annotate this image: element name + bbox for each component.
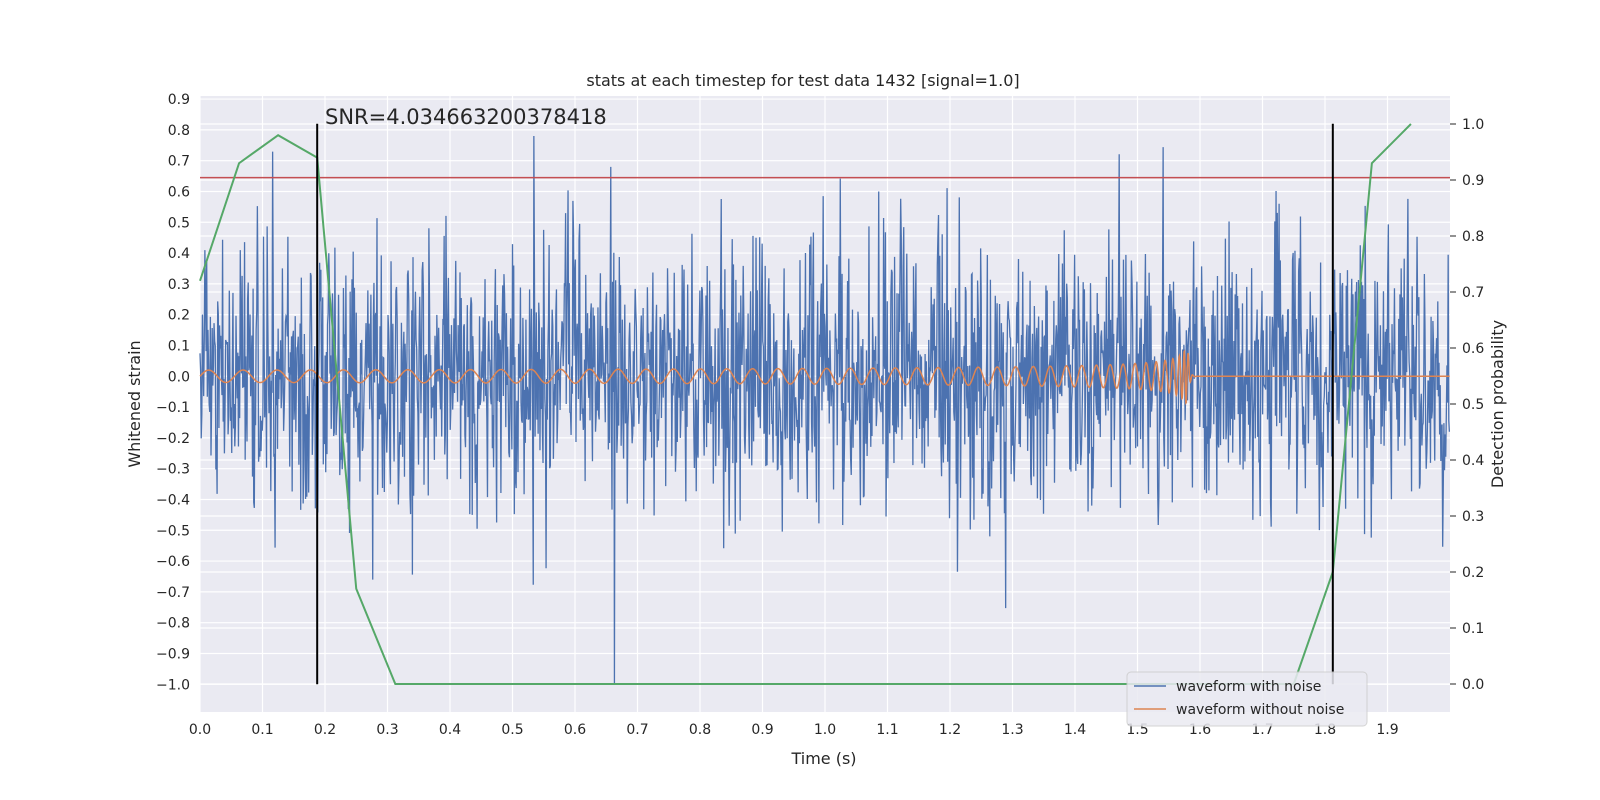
y-tick-label: −0.1 — [156, 400, 190, 416]
y-tick-label: −1.0 — [156, 677, 190, 693]
x-tick-label: 0.0 — [189, 722, 211, 738]
series-waveform-with-noise — [199, 136, 1451, 685]
y-axis-label: Whitened strain — [125, 340, 144, 467]
y-tick-label: −0.3 — [156, 462, 190, 478]
y-tick-label: −0.2 — [156, 431, 190, 447]
y2-tick-label: 0.6 — [1462, 341, 1484, 357]
y-tick-label: 0.7 — [168, 154, 190, 170]
series-layer — [199, 123, 1451, 685]
y2-tick-label: 0.3 — [1462, 509, 1484, 525]
legend-box — [1126, 671, 1368, 727]
legend-label-noise: waveform with noise — [1176, 679, 1321, 695]
series-waveform-without-noise — [199, 349, 1450, 405]
legend: waveform with noise waveform without noi… — [1126, 671, 1368, 727]
x-tick-label: 1.0 — [814, 722, 836, 738]
y-tick-label: 0.5 — [168, 215, 190, 231]
y-tick-label: 0.0 — [168, 369, 190, 385]
y-tick-label: 0.3 — [168, 277, 190, 293]
x-tick-label: 1.9 — [1376, 722, 1398, 738]
chart-title: stats at each timestep for test data 143… — [586, 71, 1019, 90]
y-tick-label: 0.9 — [168, 92, 190, 108]
y-tick-label: −0.8 — [156, 616, 190, 632]
x-tick-label: 0.8 — [689, 722, 711, 738]
y2-tick-label: 0.4 — [1462, 453, 1484, 469]
x-tick-label: 1.3 — [1001, 722, 1023, 738]
y-tick-label: −0.9 — [156, 646, 190, 662]
x-tick-label: 1.1 — [876, 722, 898, 738]
y2-tick-label: 0.2 — [1462, 565, 1484, 581]
grid — [199, 96, 1450, 712]
y2-tick-label: 0.0 — [1462, 677, 1484, 693]
y-tick-label: 0.8 — [168, 123, 190, 139]
y-tick-label: −0.5 — [156, 523, 190, 539]
y2-tick-label: 0.1 — [1462, 621, 1484, 637]
x-tick-label: 0.3 — [376, 722, 398, 738]
ticks-layer: 0.0 0.1 0.2 0.3 0.4 0.5 0.6 0.7 0.8 0.9 1.0 1.1 1.2 1… — [156, 92, 1484, 738]
y-tick-label: −0.7 — [156, 585, 190, 601]
legend-label-clean: waveform without noise — [1176, 702, 1344, 718]
x-tick-label: 0.6 — [564, 722, 586, 738]
y2-tick-label: 0.7 — [1462, 285, 1484, 301]
y-tick-label: 0.1 — [168, 338, 190, 354]
x-tick-label: 0.2 — [314, 722, 336, 738]
y2-tick-label: 0.9 — [1462, 173, 1484, 189]
y2-axis-label: Detection probability — [1488, 320, 1507, 488]
y-tick-label: 0.2 — [168, 308, 190, 324]
x-tick-label: 1.2 — [939, 722, 961, 738]
snr-annotation: SNR=4.034663200378418 — [325, 105, 607, 129]
y-tick-label: −0.4 — [156, 492, 190, 508]
x-tick-label: 0.1 — [251, 722, 273, 738]
x-tick-label: 0.9 — [751, 722, 773, 738]
x-tick-label: 0.4 — [439, 722, 461, 738]
x-tick-label: 0.7 — [626, 722, 648, 738]
y-tick-label: 0.4 — [168, 246, 190, 262]
y2-tick-label: 1.0 — [1462, 117, 1484, 133]
x-tick-label: 1.4 — [1064, 722, 1086, 738]
y-tick-label: −0.6 — [156, 554, 190, 570]
x-tick-label: 0.5 — [501, 722, 523, 738]
y2-tick-label: 0.5 — [1462, 397, 1484, 413]
y2-tick-label: 0.8 — [1462, 229, 1484, 245]
x-axis-label: Time (s) — [790, 749, 856, 768]
y-tick-label: 0.6 — [168, 184, 190, 200]
